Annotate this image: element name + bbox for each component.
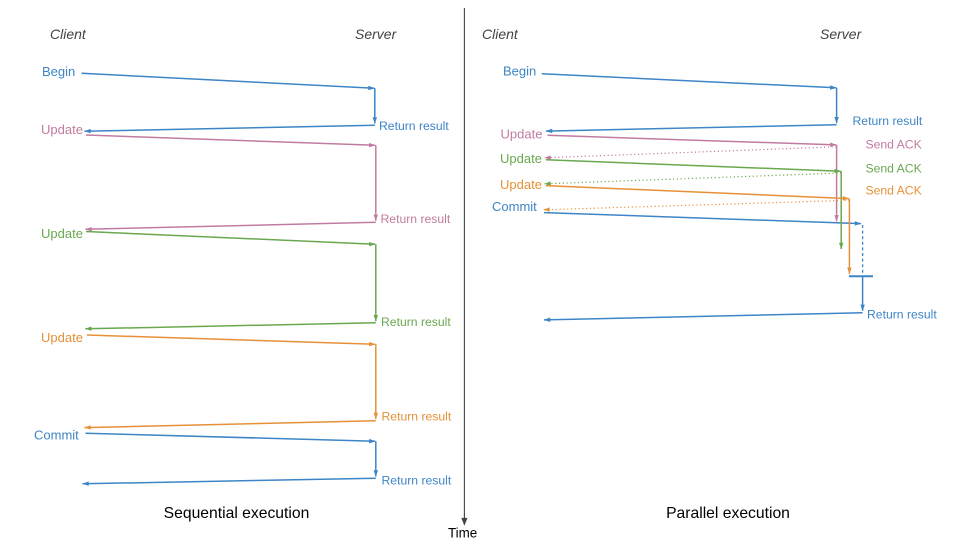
svg-text:Return result: Return result <box>382 409 452 423</box>
svg-text:Begin: Begin <box>503 63 536 78</box>
svg-text:Update: Update <box>501 126 543 141</box>
svg-text:Commit: Commit <box>492 199 537 214</box>
svg-text:Update: Update <box>41 330 83 345</box>
svg-text:Send ACK: Send ACK <box>866 162 922 176</box>
svg-text:Update: Update <box>500 177 542 192</box>
svg-text:Update: Update <box>41 226 83 241</box>
svg-text:Return result: Return result <box>379 119 449 133</box>
svg-text:Time: Time <box>448 525 477 540</box>
svg-text:Commit: Commit <box>34 427 79 442</box>
svg-text:Begin: Begin <box>42 64 75 79</box>
svg-text:Return result: Return result <box>867 307 937 321</box>
svg-text:Client: Client <box>50 26 87 42</box>
svg-text:Send ACK: Send ACK <box>866 138 922 152</box>
svg-text:Server: Server <box>355 26 398 42</box>
svg-text:Return result: Return result <box>381 315 451 329</box>
svg-text:Sequential execution: Sequential execution <box>164 505 310 522</box>
svg-text:Update: Update <box>500 151 542 166</box>
svg-text:Client: Client <box>482 26 519 42</box>
svg-text:Parallel execution: Parallel execution <box>666 505 790 522</box>
svg-text:Update: Update <box>41 122 83 137</box>
svg-text:Return result: Return result <box>381 212 451 226</box>
svg-text:Send ACK: Send ACK <box>866 184 922 198</box>
svg-text:Return result: Return result <box>853 114 923 128</box>
svg-text:Return result: Return result <box>382 473 452 487</box>
svg-text:Server: Server <box>820 26 863 42</box>
